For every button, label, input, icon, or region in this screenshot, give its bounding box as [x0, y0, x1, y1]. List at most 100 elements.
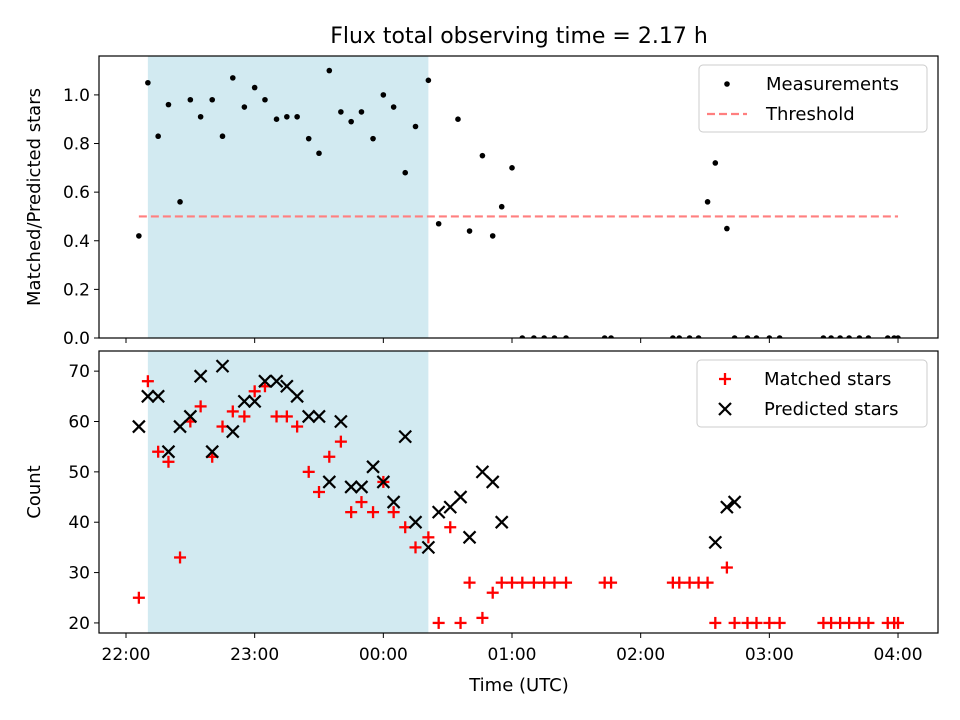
predicted-stars-point: [462, 530, 477, 545]
predicted-stars-point: [173, 419, 187, 434]
predicted-stars-point: [708, 535, 723, 550]
matched-stars-point: [367, 506, 380, 519]
predicted-stars-point: [398, 429, 412, 444]
matched-stars-point: [162, 455, 175, 468]
predicted-stars-point: [443, 500, 458, 514]
measurement-point: [551, 335, 558, 338]
measurement-point: [455, 116, 461, 123]
predicted-stars-point: [366, 460, 380, 474]
matched-stars-point: [892, 616, 905, 629]
predicted-stars-point: [161, 444, 176, 459]
measurement-point: [380, 92, 387, 98]
matched-stars-point: [709, 616, 722, 629]
measurement-point: [316, 150, 322, 157]
measurement-point: [294, 113, 300, 120]
y-axis-label: Count: [24, 465, 45, 518]
measurement-point: [601, 335, 608, 338]
matched-stars-point: [409, 541, 422, 554]
predicted-stars-point: [312, 409, 326, 424]
measurement-point: [425, 77, 432, 84]
measurement-point: [402, 169, 409, 176]
predicted-stars-point: [386, 495, 401, 509]
predicted-stars-point: [376, 475, 391, 489]
predicted-stars-point: [193, 369, 208, 383]
measurement-point: [177, 199, 183, 205]
predicted-stars-point: [727, 495, 742, 509]
measurement-point: [326, 67, 333, 74]
legend-label: Threshold: [765, 104, 855, 125]
legend-label: Measurements: [766, 74, 899, 95]
matched-stars-point: [345, 506, 358, 519]
matched-stars-point: [454, 616, 467, 629]
measurement-point: [895, 335, 901, 338]
measurement-point: [305, 135, 312, 142]
x-tick-label: 01:00: [488, 645, 537, 665]
matched-stars-point: [302, 465, 315, 478]
y-tick-label: 1.0: [63, 86, 90, 106]
matched-stars-point: [334, 435, 347, 448]
y-tick-label: 50: [68, 463, 90, 483]
predicted-stars-point: [431, 505, 446, 519]
predicted-stars-point: [344, 480, 358, 494]
predicted-stars-point: [132, 419, 146, 434]
measurement-point: [563, 335, 569, 338]
measurement-point: [731, 335, 738, 338]
measurement-point: [241, 104, 248, 110]
predicted-stars-point: [322, 475, 337, 489]
predicted-stars-point: [237, 394, 252, 409]
measurement-point: [744, 335, 751, 338]
matched-stars-point: [463, 576, 476, 589]
predicted-stars-point: [475, 465, 490, 479]
matched-stars-point: [313, 486, 326, 498]
predicted-stars-point: [453, 490, 468, 504]
measurement-point: [284, 113, 290, 120]
measurement-point: [338, 109, 344, 115]
predicted-stars-point: [151, 389, 165, 404]
matched-stars-point: [270, 410, 283, 423]
measurement-point: [136, 233, 142, 239]
matched-stars-point: [486, 586, 499, 599]
measurement-point: [846, 335, 852, 338]
observing-window-shade: [147, 56, 429, 338]
matched-stars-point: [152, 445, 165, 458]
measurement-point: [753, 335, 760, 338]
predicted-stars-point: [141, 389, 155, 404]
legend: Measurements Threshold: [698, 64, 928, 133]
matched-stars-point: [280, 410, 293, 423]
matched-stars-point: [506, 576, 519, 589]
measurement-point: [262, 96, 268, 103]
matched-stars-point: [174, 551, 187, 564]
x-axis-label: Time (UTC): [468, 675, 569, 696]
matched-stars-point: [226, 405, 239, 418]
bottom-panel: 20 30 40 50 60 70 Count 22:00 23:00 00:00 01:00 02:…: [24, 350, 939, 665]
measurement-point: [541, 335, 547, 338]
predicted-stars-point: [494, 515, 509, 529]
matched-stars-point: [495, 576, 508, 589]
measurement-point: [370, 135, 376, 142]
matched-stars-point: [132, 591, 145, 604]
y-tick-label: 20: [68, 614, 90, 634]
measurement-point: [197, 113, 204, 120]
predicted-stars-point: [334, 414, 348, 429]
y-tick-label: 0.8: [63, 135, 90, 155]
axes-frame: [98, 350, 939, 634]
legend-label: Matched stars: [764, 369, 891, 390]
measurement-point: [187, 96, 194, 103]
y-tick-label: 30: [68, 564, 90, 584]
chart-title: Flux total observing time = 2.17 h: [330, 24, 708, 49]
measurement-point: [865, 335, 872, 338]
measurement-point: [509, 165, 515, 171]
predicted-stars-point: [247, 394, 262, 409]
matched-stars-point: [248, 385, 261, 398]
measurement-point: [145, 79, 151, 86]
measurement-point: [695, 335, 702, 338]
predicted-stars-point: [290, 389, 304, 404]
measurement-point: [776, 335, 783, 338]
measurement-point: [435, 220, 442, 227]
matched-stars-point: [291, 420, 304, 433]
matched-stars-point: [476, 611, 489, 624]
measurement-point: [820, 335, 827, 338]
measurement-point: [165, 101, 172, 108]
y-tick-label: 40: [68, 513, 90, 533]
